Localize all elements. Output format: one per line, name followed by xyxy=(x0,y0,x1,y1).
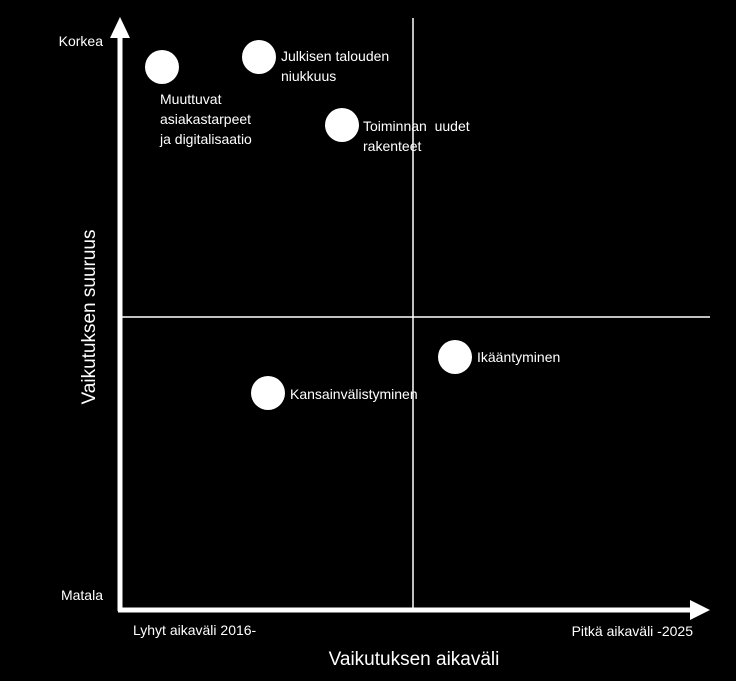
item-label-julkisen-line-2: niukkuus xyxy=(281,68,336,84)
item-label-ikaantyminen-line-1: Ikääntyminen xyxy=(477,349,560,365)
item-label-toiminnan-line-2: rakenteet xyxy=(363,138,421,154)
item-label-kansainvalistyminen: Kansainvälistyminen xyxy=(290,386,418,402)
item-marker-ikaantyminen xyxy=(438,340,472,374)
item-label-julkisen: Julkisen talouden niukkuus xyxy=(281,48,393,84)
item-label-muuttuvat: Muuttuvat asiakastarpeet ja digitalisaat… xyxy=(159,91,255,147)
x-axis-high-label: Pitkä aikaväli -2025 xyxy=(572,623,694,639)
item-marker-julkisen xyxy=(242,40,276,74)
item-label-muuttuvat-line-2: asiakastarpeet xyxy=(160,111,251,127)
item-label-toiminnan-line-1: Toiminnan uudet xyxy=(363,118,470,134)
item-label-kansainvalistyminen-line-1: Kansainvälistyminen xyxy=(290,386,418,402)
item-label-muuttuvat-line-1: Muuttuvat xyxy=(160,91,222,107)
x-axis-title: Vaikutuksen aikaväli xyxy=(329,649,500,670)
x-axis-low-label: Lyhyt aikaväli 2016- xyxy=(133,622,257,638)
item-label-ikaantyminen: Ikääntyminen xyxy=(477,349,560,365)
y-axis-high-label: Korkea xyxy=(59,33,104,49)
item-marker-kansainvalistyminen xyxy=(251,376,285,410)
item-label-julkisen-line-1: Julkisen talouden xyxy=(281,48,389,64)
item-label-muuttuvat-line-3: ja digitalisaatio xyxy=(159,131,252,147)
item-marker-muuttuvat xyxy=(145,50,179,84)
item-marker-toiminnan xyxy=(325,108,359,142)
y-axis-arrow-icon xyxy=(110,17,130,38)
y-axis-title: Vaikutuksen suuruus xyxy=(79,230,100,405)
x-axis-arrow-icon xyxy=(690,600,710,620)
y-axis-low-label: Matala xyxy=(61,587,103,603)
item-label-toiminnan: Toiminnan uudet rakenteet xyxy=(363,118,474,154)
